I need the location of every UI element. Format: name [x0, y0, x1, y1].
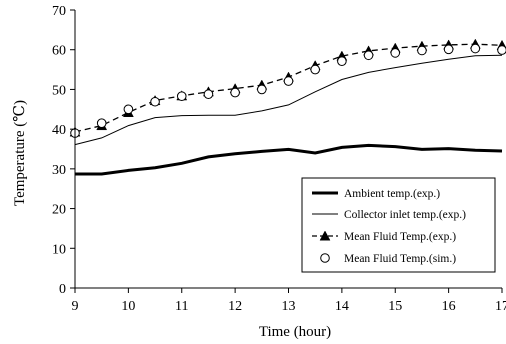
x-tick-label: 17 — [495, 299, 506, 314]
series-ambient-line — [75, 143, 503, 176]
series-mean-fluid-sim-point — [123, 104, 134, 115]
y-tick-label: 60 — [52, 44, 66, 59]
legend-label-mean-fluid-exp: Mean Fluid Temp.(exp.) — [344, 231, 456, 243]
plot-area — [69, 38, 506, 176]
x-tick-label: 9 — [72, 299, 79, 314]
series-mean-fluid-sim-point — [390, 48, 401, 58]
series-mean-fluid-sim-point — [176, 91, 187, 101]
legend-box — [301, 177, 496, 273]
y-axis-label: Temperature (℃) — [12, 100, 28, 206]
series-mean-fluid-sim-point — [363, 50, 374, 61]
axes: 0 10 20 30 40 50 60 70 9 10 11 12 13 14 15 16 17 — [52, 4, 506, 314]
legend-label-mean-fluid-sim: Mean Fluid Temp.(sim.) — [344, 253, 456, 265]
series-mean-fluid-sim-point — [443, 44, 454, 55]
series-mean-fluid-sim-point — [310, 64, 320, 75]
series-mean-fluid-exp-line — [74, 43, 503, 133]
legend-marker-mean-fluid-exp — [319, 230, 331, 241]
series-mean-fluid-sim-point — [470, 43, 481, 54]
x-tick-label: 12 — [228, 299, 242, 314]
x-tick-label: 13 — [282, 299, 296, 314]
x-tick-label: 10 — [121, 299, 135, 314]
y-tick-label: 0 — [59, 282, 66, 297]
x-tick-label: 11 — [175, 299, 188, 314]
series-mean-fluid-sim-point — [283, 76, 294, 86]
series-mean-fluid-sim-point — [230, 87, 240, 98]
series-mean-fluid-sim-point — [203, 89, 214, 99]
legend-label-ambient: Ambient temp.(exp.) — [344, 188, 440, 200]
y-tick-label: 10 — [52, 242, 66, 257]
legend-label-collector-inlet: Collector inlet temp.(exp.) — [344, 209, 466, 221]
y-tick-label: 40 — [52, 123, 66, 138]
y-tick-label: 50 — [52, 83, 66, 98]
series-collector-inlet-line — [74, 54, 503, 146]
y-tick-label: 20 — [52, 203, 66, 218]
series-mean-fluid-sim-point — [497, 45, 506, 55]
series-mean-fluid-sim-point — [96, 118, 107, 128]
x-axis-label: Time (hour) — [259, 324, 331, 340]
series-mean-fluid-sim-point — [337, 56, 347, 67]
y-tick-label: 30 — [52, 163, 66, 178]
series-mean-fluid-sim-point — [257, 84, 267, 95]
x-tick-label: 15 — [388, 299, 402, 314]
x-tick-label: 16 — [442, 299, 456, 314]
x-tick-label: 14 — [335, 299, 349, 314]
legend: Ambient temp.(exp.) Collector inlet temp.… — [301, 177, 496, 273]
legend-marker-mean-fluid-sim — [320, 253, 330, 263]
series-mean-fluid-sim-point — [150, 96, 160, 107]
y-tick-label: 70 — [52, 4, 66, 19]
series-mean-fluid-sim-point — [417, 45, 427, 56]
